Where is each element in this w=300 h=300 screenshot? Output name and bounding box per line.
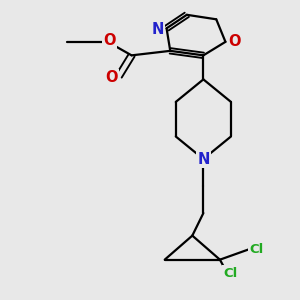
Text: O: O [105,70,118,86]
Text: Cl: Cl [250,243,264,256]
Text: O: O [228,34,241,49]
Text: O: O [103,33,116,48]
Text: Cl: Cl [224,267,238,280]
Text: N: N [197,152,210,166]
Text: N: N [151,22,164,37]
